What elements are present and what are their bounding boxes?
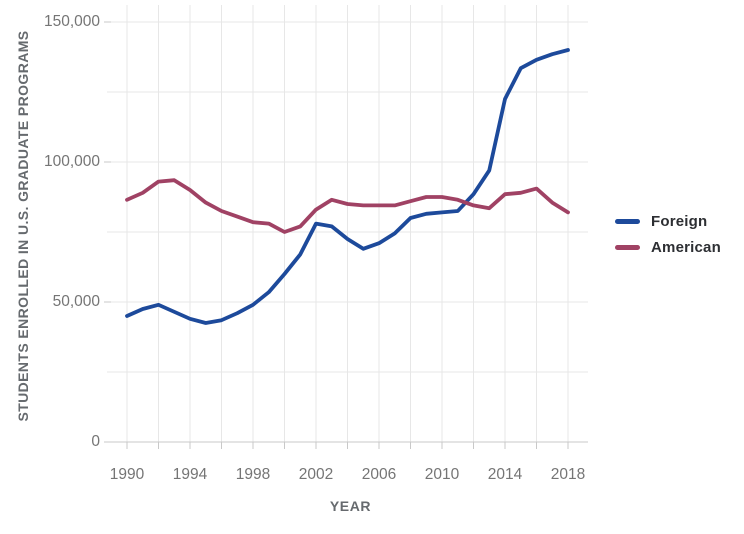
foreign-swatch-icon bbox=[615, 219, 640, 224]
american-swatch-icon bbox=[615, 245, 640, 250]
legend-item-american: American bbox=[615, 237, 721, 258]
y-axis-title: STUDENTS ENROLLED IN U.S. GRADUATE PROGR… bbox=[15, 30, 31, 422]
legend: Foreign American bbox=[615, 211, 721, 258]
x-tick-label: 2010 bbox=[424, 466, 460, 483]
foreign-series-line bbox=[125, 48, 570, 325]
american-series-line bbox=[125, 178, 570, 234]
legend-item-foreign: Foreign bbox=[615, 211, 721, 232]
x-tick-label: 1990 bbox=[109, 466, 145, 483]
x-axis-title: YEAR bbox=[329, 498, 372, 514]
legend-label: American bbox=[651, 239, 721, 256]
x-tick-label: 2018 bbox=[550, 466, 586, 483]
y-tick-label: 150,000 bbox=[43, 13, 100, 30]
x-tick-label: 1998 bbox=[235, 466, 271, 483]
x-tick-label: 2014 bbox=[487, 466, 523, 483]
y-tick-label: 100,000 bbox=[43, 153, 100, 170]
x-tick-label: 2002 bbox=[298, 466, 334, 483]
gridlines bbox=[107, 5, 588, 443]
x-tick-label: 2006 bbox=[361, 466, 397, 483]
legend-label: Foreign bbox=[651, 213, 708, 230]
y-tick-label: 0 bbox=[91, 433, 100, 450]
axis-ticks bbox=[104, 21, 569, 449]
data-series bbox=[125, 48, 570, 325]
y-tick-label: 50,000 bbox=[52, 293, 100, 310]
x-tick-label: 1994 bbox=[172, 466, 208, 483]
